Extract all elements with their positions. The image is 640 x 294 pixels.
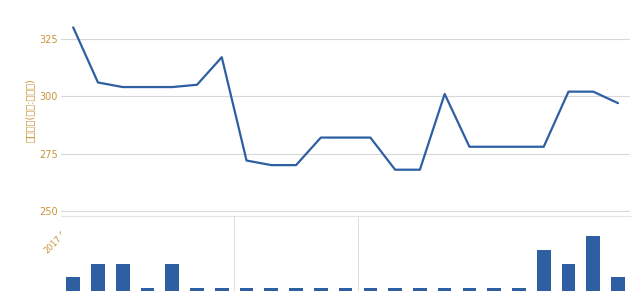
Bar [289,288,303,291]
Bar [488,288,501,291]
Bar [611,277,625,291]
Bar [339,288,353,291]
Bar [141,288,154,291]
Bar [314,288,328,291]
Bar [537,250,550,291]
Bar [463,288,476,291]
Bar [190,288,204,291]
Bar [364,288,377,291]
Bar [388,288,402,291]
Y-axis label: 거래금액(단위:백만원): 거래금액(단위:백만원) [25,78,35,142]
Bar [215,288,228,291]
Bar [91,264,105,291]
Bar [67,277,80,291]
Bar [240,288,253,291]
Bar [438,288,451,291]
Bar [165,264,179,291]
Bar [586,236,600,291]
Bar [264,288,278,291]
Bar [116,264,129,291]
Bar [562,264,575,291]
Bar [413,288,427,291]
Bar [512,288,526,291]
